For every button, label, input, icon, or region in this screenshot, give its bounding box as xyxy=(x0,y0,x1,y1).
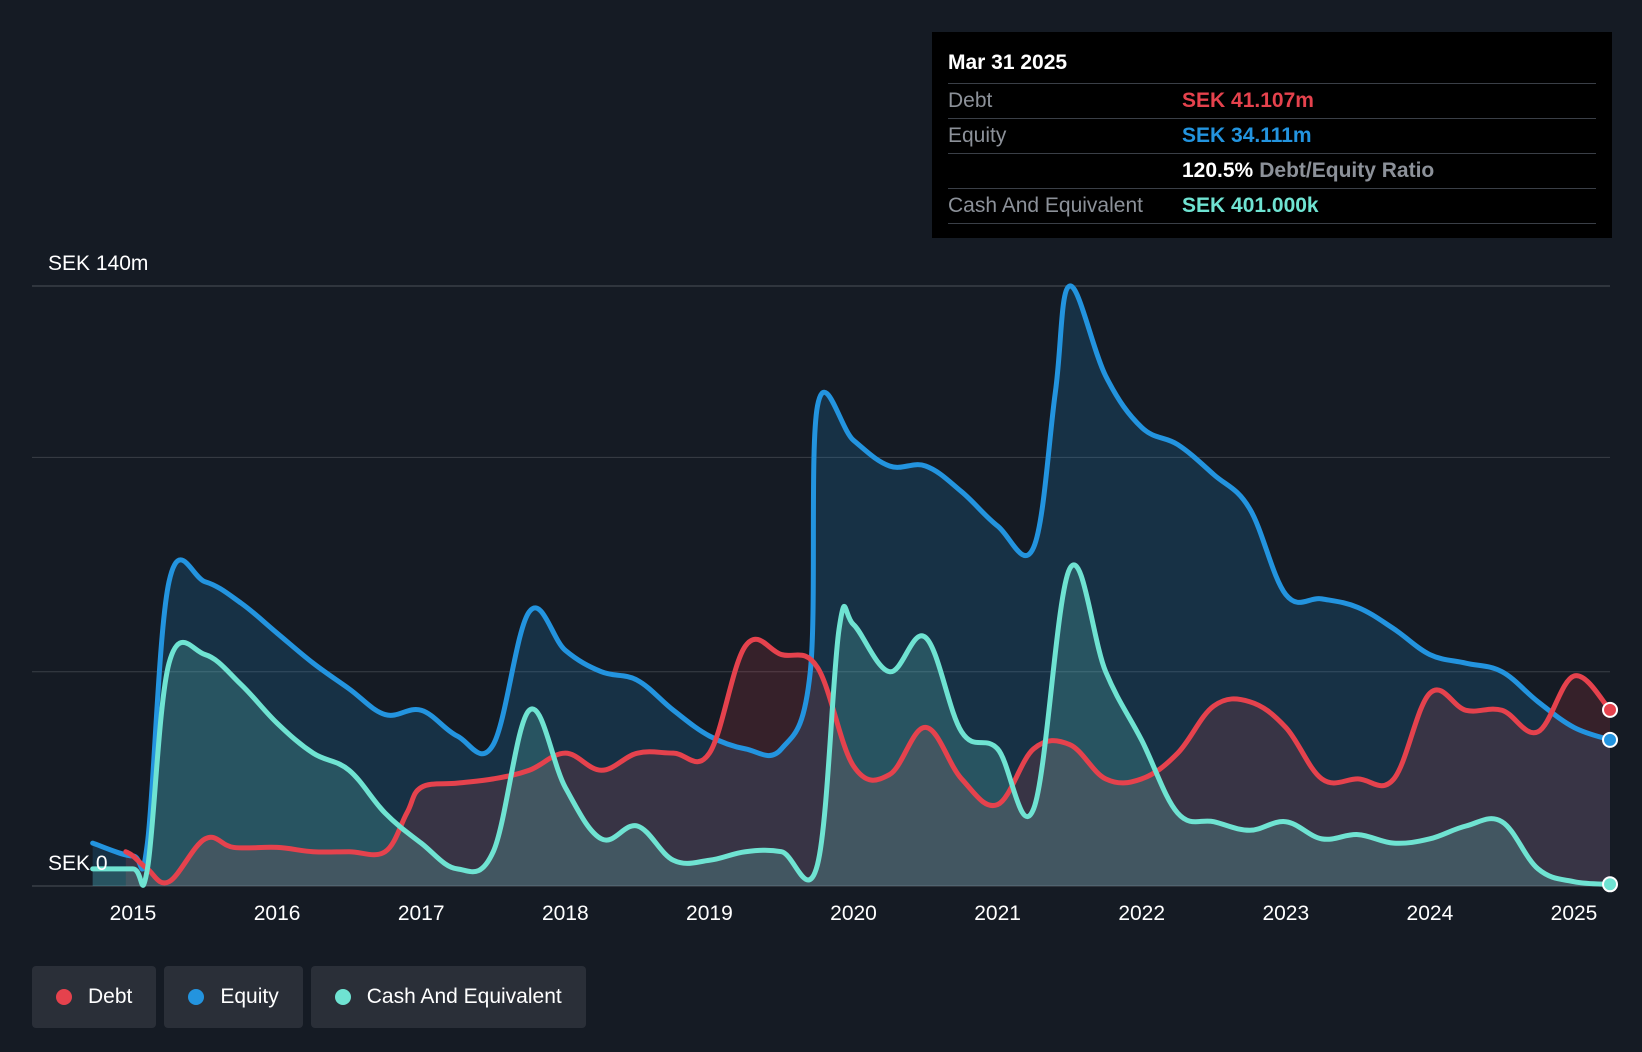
tooltip-date: Mar 31 2025 xyxy=(948,32,1596,84)
tooltip-label: Cash And Equivalent xyxy=(948,194,1143,217)
area-layer xyxy=(92,285,1611,886)
debt-end-point xyxy=(1602,701,1619,718)
legend-label: Cash And Equivalent xyxy=(366,985,562,1008)
cash-end-point xyxy=(1602,876,1619,893)
tooltip-value: SEK 401.000k xyxy=(1182,194,1319,217)
x-tick-label: 2024 xyxy=(1407,902,1454,925)
cash-area xyxy=(92,564,1611,886)
equity-area xyxy=(92,285,1611,886)
equity-line xyxy=(90,283,1613,872)
cash-dot-icon xyxy=(334,989,351,1005)
equity-dot-icon xyxy=(188,989,205,1005)
tooltip-ratio-value: 120.5% xyxy=(1182,159,1254,182)
x-tick-label: 2022 xyxy=(1118,902,1165,925)
debt-dot-icon xyxy=(56,989,72,1005)
x-tick-label: 2015 xyxy=(110,902,157,925)
tooltip-label: Debt xyxy=(948,89,993,112)
y-tick-label: SEK 140m xyxy=(48,252,148,275)
tooltip-row-equity: Equity SEK 34.111m xyxy=(948,119,1596,154)
debt-line xyxy=(123,636,1613,886)
end-point-layer xyxy=(1602,701,1619,893)
cash-line xyxy=(90,562,1613,888)
legend-item-cash[interactable]: Cash And Equivalent xyxy=(310,966,586,1028)
legend-item-equity[interactable]: Equity xyxy=(164,966,303,1028)
axis-layer: 2015 2016 2017 2018 2019 2020 2021 2022 2023 2024… xyxy=(48,252,1597,925)
legend: Debt Equity Cash And Equivalent xyxy=(32,966,586,1028)
legend-label: Debt xyxy=(88,985,133,1008)
x-tick-label: 2016 xyxy=(254,902,301,925)
tooltip-value: SEK 41.107m xyxy=(1182,89,1314,112)
tooltip-label-empty xyxy=(948,154,1182,188)
tooltip-row-cash: Cash And Equivalent SEK 401.000k xyxy=(948,189,1596,224)
legend-item-debt[interactable]: Debt xyxy=(32,966,157,1028)
grid-layer xyxy=(32,285,1610,887)
equity-end-point xyxy=(1602,731,1619,748)
tooltip-panel: Mar 31 2025 Debt SEK 41.107m Equity SEK … xyxy=(932,32,1612,238)
x-tick-label: 2019 xyxy=(686,902,733,925)
x-tick-label: 2021 xyxy=(974,902,1021,925)
line-layer xyxy=(90,283,1613,888)
x-tick-label: 2023 xyxy=(1262,902,1309,925)
y-tick-label: SEK 0 xyxy=(48,852,108,875)
tooltip-value: SEK 34.111m xyxy=(1182,124,1312,147)
x-tick-label: 2020 xyxy=(830,902,877,925)
x-tick-label: 2025 xyxy=(1551,902,1598,925)
tooltip-row-debt: Debt SEK 41.107m xyxy=(948,84,1596,119)
tooltip-label: Equity xyxy=(948,124,1007,147)
tooltip-row-ratio: 120.5% Debt/Equity Ratio xyxy=(948,154,1596,189)
legend-label: Equity xyxy=(220,985,279,1008)
x-tick-label: 2018 xyxy=(542,902,589,925)
tooltip-ratio-label: Debt/Equity Ratio xyxy=(1259,159,1435,182)
x-tick-label: 2017 xyxy=(398,902,445,925)
